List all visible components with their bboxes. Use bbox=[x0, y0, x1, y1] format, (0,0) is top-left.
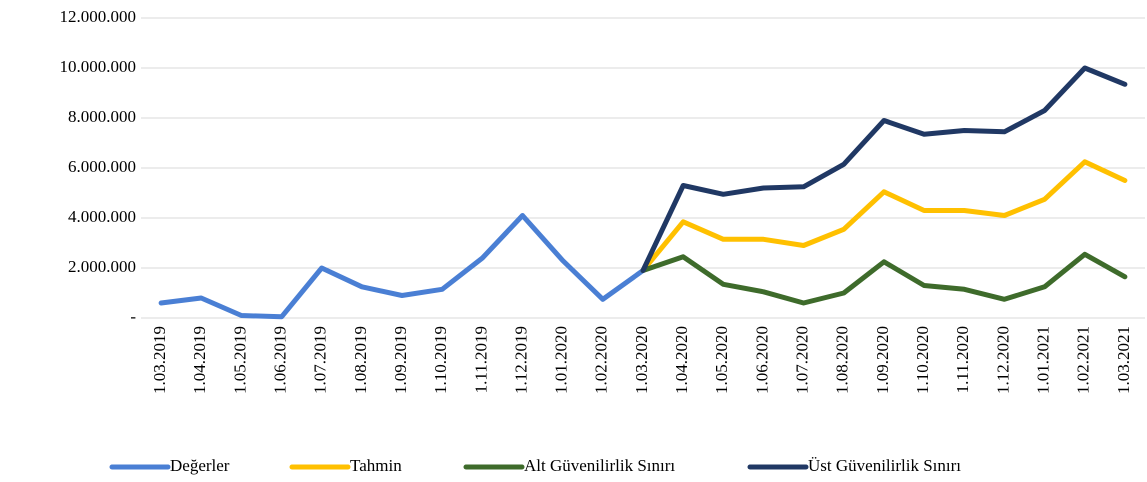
x-tick-label: 1.10.2019 bbox=[431, 326, 450, 394]
x-tick-label: 1.04.2020 bbox=[672, 326, 691, 394]
y-tick-label: 8.000.000 bbox=[68, 107, 136, 126]
legend-label: Üst Güvenilirlik Sınırı bbox=[808, 456, 961, 475]
legend-label: Değerler bbox=[170, 456, 230, 475]
x-tick-label: 1.04.2019 bbox=[190, 326, 209, 394]
x-tick-label: 1.10.2020 bbox=[913, 326, 932, 394]
x-tick-label: 1.08.2019 bbox=[351, 326, 370, 394]
series-line bbox=[640, 65, 1128, 273]
x-tick-label: 1.02.2021 bbox=[1074, 326, 1093, 394]
y-tick-label: 6.000.000 bbox=[68, 157, 136, 176]
y-tick-label: 12.000.000 bbox=[60, 7, 137, 26]
x-tick-label: 1.11.2020 bbox=[953, 326, 972, 393]
legend-label: Tahmin bbox=[350, 456, 402, 475]
x-tick-label: 1.11.2019 bbox=[471, 326, 490, 393]
series-line bbox=[640, 159, 1128, 273]
y-tick-label: 2.000.000 bbox=[68, 257, 136, 276]
y-tick-label: 4.000.000 bbox=[68, 207, 136, 226]
x-tick-label: 1.12.2019 bbox=[511, 326, 530, 394]
y-tick-label: - bbox=[130, 307, 136, 326]
x-tick-label: 1.09.2020 bbox=[873, 326, 892, 394]
x-tick-label: 1.05.2020 bbox=[712, 326, 731, 394]
legend-label: Alt Güvenilirlik Sınırı bbox=[524, 456, 675, 475]
x-tick-label: 1.06.2020 bbox=[752, 326, 771, 394]
x-tick-label: 1.05.2019 bbox=[230, 326, 249, 394]
x-tick-label: 1.09.2019 bbox=[391, 326, 410, 394]
x-tick-label: 1.07.2020 bbox=[793, 326, 812, 394]
x-tick-label: 1.03.2019 bbox=[150, 326, 169, 394]
x-tick-label: 1.07.2019 bbox=[311, 326, 330, 394]
x-tick-label: 1.03.2020 bbox=[632, 326, 651, 394]
y-tick-label: 10.000.000 bbox=[60, 57, 137, 76]
x-tick-label: 1.02.2020 bbox=[592, 326, 611, 394]
series-line bbox=[158, 213, 646, 320]
x-tick-label: 1.08.2020 bbox=[833, 326, 852, 394]
x-tick-label: 1.12.2020 bbox=[993, 326, 1012, 394]
x-tick-label: 1.01.2020 bbox=[552, 326, 571, 394]
series-line bbox=[640, 251, 1128, 306]
x-tick-label: 1.06.2019 bbox=[270, 326, 289, 394]
x-tick-label: 1.01.2021 bbox=[1034, 326, 1053, 394]
x-tick-label: 1.03.2021 bbox=[1114, 326, 1133, 394]
